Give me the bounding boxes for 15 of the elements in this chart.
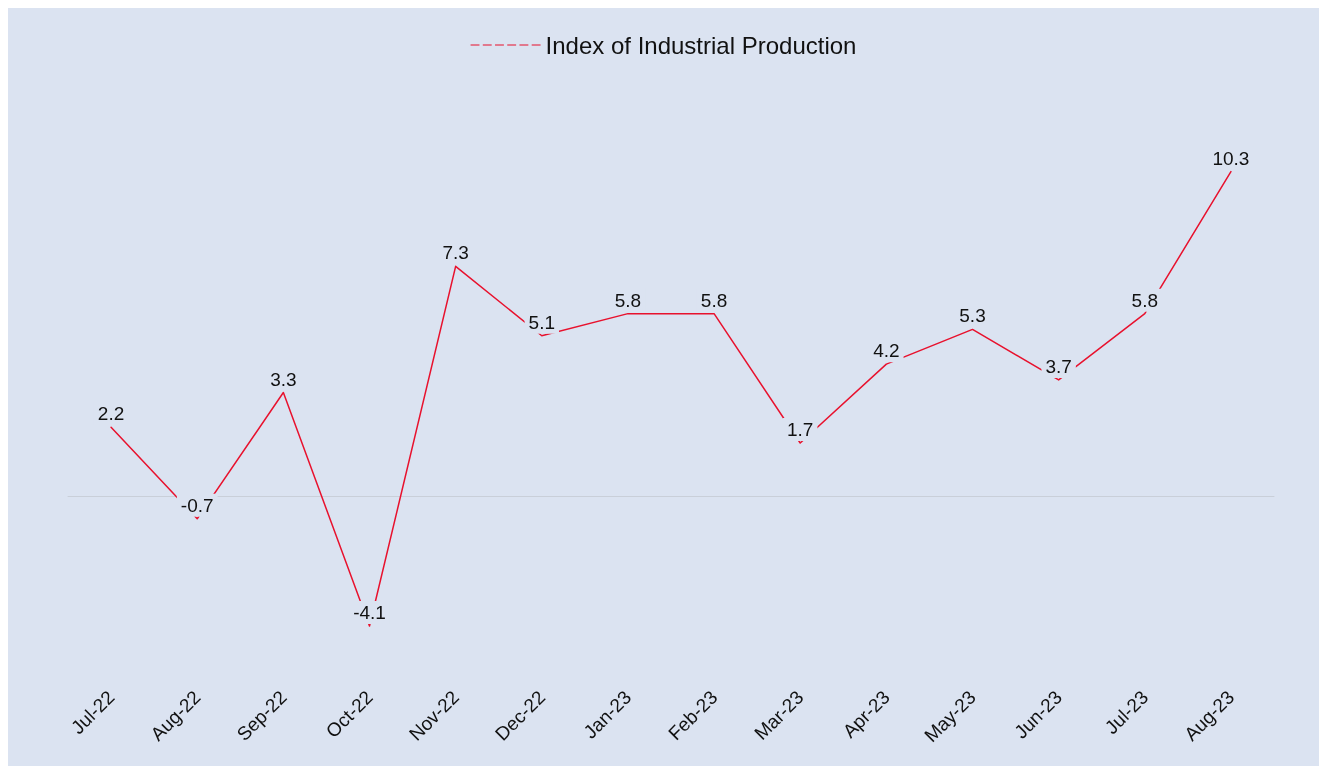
data-label: 4.2	[873, 340, 900, 362]
data-label: 2.2	[97, 403, 125, 425]
data-label: -4.1	[353, 602, 386, 624]
data-label: 5.3	[959, 305, 986, 327]
data-label: 3.7	[1045, 355, 1072, 377]
data-label: 5.1	[528, 311, 555, 333]
data-label: 5.8	[700, 289, 728, 311]
data-label: 5.8	[614, 289, 642, 311]
legend-label: Index of Industrial Production	[545, 31, 857, 59]
data-label: -0.7	[180, 494, 214, 516]
data-label: 5.8	[1131, 289, 1158, 311]
data-label: 3.3	[270, 368, 297, 390]
data-label: 10.3	[1212, 147, 1250, 169]
data-label: 1.7	[787, 419, 814, 441]
data-label: 7.3	[442, 242, 469, 264]
